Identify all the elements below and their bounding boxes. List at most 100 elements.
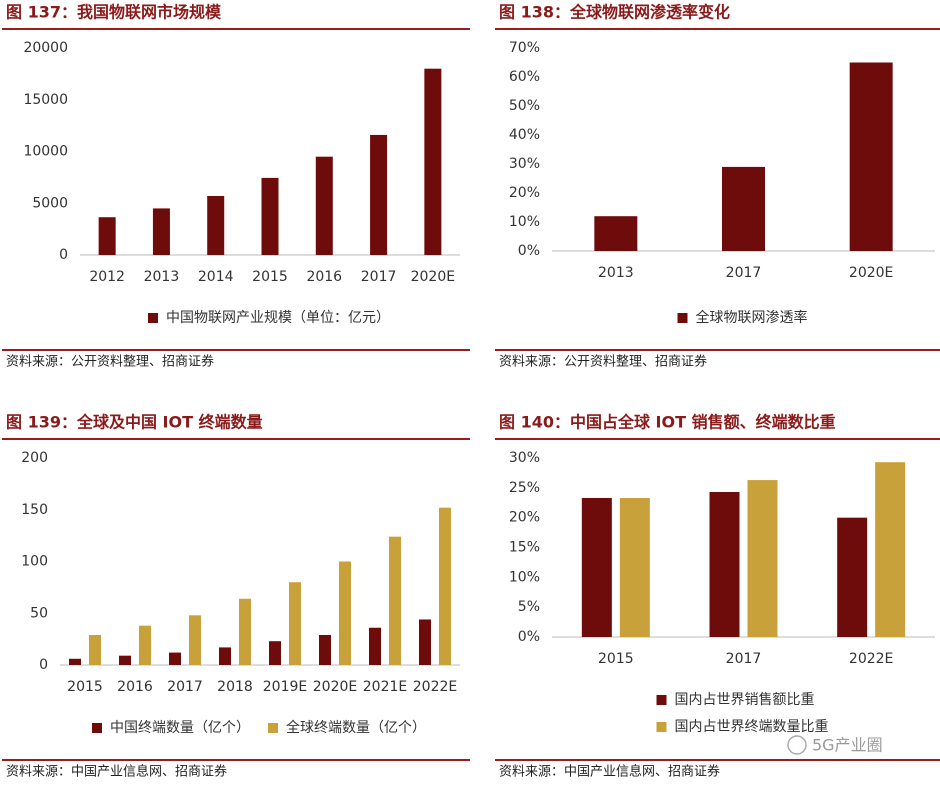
legend-swatch — [92, 723, 102, 733]
x-tick-label: 2015 — [598, 651, 634, 667]
x-tick-label: 2014 — [198, 269, 234, 285]
bar — [319, 634, 331, 665]
chart-title: 图 137：我国物联网市场规模 — [6, 3, 222, 22]
legend-label: 中国物联网产业规模（单位：亿元） — [166, 310, 390, 326]
x-tick-label: 2018 — [217, 679, 253, 695]
chart-title: 图 140：中国占全球 IOT 销售额、终端数比重 — [499, 413, 836, 432]
y-tick-label: 0% — [518, 243, 540, 259]
x-tick-label: 2016 — [117, 679, 153, 695]
y-tick-label: 30% — [509, 450, 540, 466]
bar — [439, 507, 451, 665]
x-tick-label: 2017 — [167, 679, 203, 695]
bar — [837, 517, 868, 637]
bar — [189, 615, 201, 665]
legend-label: 中国终端数量（亿个） — [110, 720, 250, 736]
bar — [69, 658, 81, 665]
bar — [152, 208, 170, 255]
legend-swatch — [677, 313, 688, 323]
x-tick-label: 2019E — [263, 679, 307, 695]
x-tick-label: 2017 — [726, 265, 762, 281]
legend-label: 全球终端数量（亿个） — [286, 719, 426, 736]
legend-label: 国内占世界终端数量比重 — [675, 719, 829, 735]
x-tick-label: 2020E — [849, 265, 893, 281]
y-tick-label: 5000 — [32, 195, 68, 211]
x-tick-label: 2016 — [306, 269, 342, 285]
watermark: 5G产业圈 — [787, 735, 883, 755]
bar — [619, 497, 650, 637]
source-note: 资料来源：中国产业信息网、招商证券 — [499, 764, 720, 780]
bar — [98, 217, 116, 255]
y-tick-label: 20000 — [23, 40, 68, 56]
y-tick-label: 0% — [518, 629, 540, 645]
legend-swatch — [656, 695, 667, 705]
legend-swatch — [268, 723, 278, 733]
x-tick-label: 2022E — [413, 679, 457, 695]
x-tick-label: 2013 — [598, 265, 634, 281]
bar — [219, 647, 231, 665]
source-note: 资料来源：中国产业信息网、招商证券 — [6, 764, 227, 780]
x-tick-label: 2015 — [67, 679, 103, 695]
y-tick-label: 10% — [509, 214, 540, 230]
y-tick-label: 25% — [509, 480, 540, 496]
bar — [370, 134, 388, 255]
y-tick-label: 5% — [518, 599, 540, 615]
y-tick-label: 50% — [509, 98, 540, 114]
y-tick-label: 15000 — [23, 92, 68, 108]
y-tick-label: 0 — [39, 657, 48, 673]
bar — [339, 561, 351, 665]
x-tick-label: 2012 — [89, 269, 125, 285]
bar — [747, 480, 778, 637]
x-tick-label: 2015 — [252, 269, 288, 285]
bar — [709, 492, 740, 637]
bar — [261, 177, 279, 255]
bar — [269, 641, 281, 665]
bar — [419, 619, 431, 665]
watermark-icon — [787, 735, 807, 755]
bar — [722, 166, 765, 251]
chart-title: 图 138：全球物联网渗透率变化 — [499, 3, 730, 22]
y-tick-label: 20% — [509, 510, 540, 526]
legend-label: 全球物联网渗透率 — [696, 309, 808, 326]
watermark-text: 5G产业圈 — [812, 736, 883, 755]
y-tick-label: 60% — [509, 69, 540, 85]
y-tick-label: 200 — [21, 450, 48, 466]
bar — [119, 655, 131, 665]
y-tick-label: 30% — [509, 156, 540, 172]
source-note: 资料来源：公开资料整理、招商证券 — [6, 354, 214, 370]
y-tick-label: 20% — [509, 185, 540, 201]
x-tick-label: 2022E — [849, 651, 893, 667]
legend-label: 国内占世界销售额比重 — [675, 692, 815, 708]
x-tick-label: 2017 — [361, 269, 397, 285]
bar — [139, 625, 151, 665]
source-note: 资料来源：公开资料整理、招商证券 — [499, 354, 707, 370]
y-tick-label: 40% — [509, 127, 540, 143]
bar — [207, 196, 225, 255]
x-tick-label: 2021E — [363, 679, 407, 695]
bar — [89, 634, 101, 665]
bar — [315, 156, 333, 255]
x-tick-label: 2020E — [411, 269, 455, 285]
bar — [239, 598, 251, 665]
y-tick-label: 150 — [21, 502, 48, 518]
bar — [875, 462, 906, 637]
y-tick-label: 10% — [509, 569, 540, 585]
bar — [594, 216, 638, 251]
y-tick-label: 70% — [509, 40, 540, 56]
y-tick-label: 10000 — [23, 144, 68, 160]
chart-title: 图 139：全球及中国 IOT 终端数量 — [6, 413, 263, 432]
x-tick-label: 2020E — [313, 679, 357, 695]
y-tick-label: 50 — [30, 605, 48, 621]
bar — [289, 582, 301, 665]
y-tick-label: 0 — [59, 247, 68, 263]
x-tick-label: 2017 — [726, 651, 762, 667]
y-tick-label: 15% — [509, 540, 540, 556]
y-tick-label: 100 — [21, 554, 48, 570]
bar — [169, 652, 181, 665]
bar — [849, 62, 893, 251]
bar — [424, 68, 442, 255]
x-tick-label: 2013 — [144, 269, 180, 285]
legend-swatch — [148, 313, 158, 323]
bar — [389, 536, 401, 665]
bar — [581, 497, 612, 637]
